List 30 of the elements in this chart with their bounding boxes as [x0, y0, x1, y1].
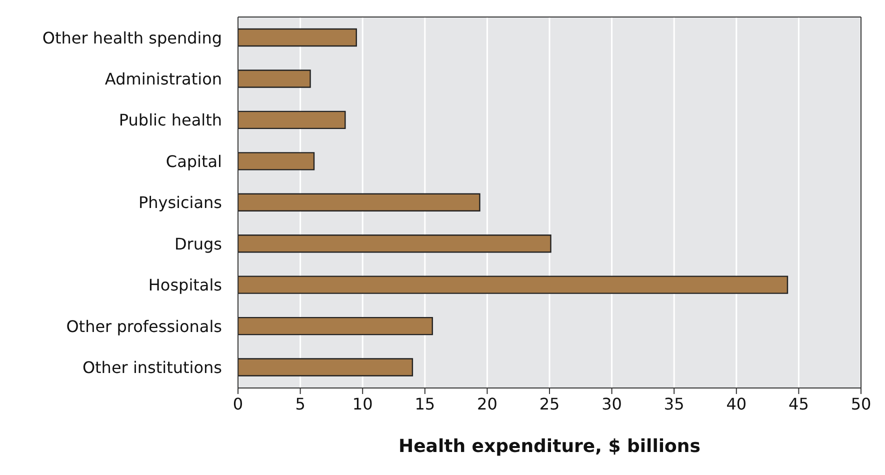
x-tick-label: 35 [664, 394, 684, 414]
y-tick-label: Hospitals [148, 276, 222, 295]
bar [238, 110, 346, 130]
y-tick-label: Capital [166, 152, 222, 171]
x-tick-label: 5 [295, 394, 306, 414]
x-tick-label: 25 [539, 394, 560, 414]
x-tick-label: 50 [850, 394, 872, 414]
x-tick-label: 45 [788, 394, 809, 414]
x-axis-title: Health expenditure, $ billions [398, 436, 700, 457]
bar [238, 70, 311, 88]
bar [238, 234, 552, 253]
x-tick-label: 40 [726, 394, 747, 414]
y-tick-label: Physicians [138, 193, 222, 212]
y-tick-label: Other health spending [42, 28, 222, 48]
y-tick-label: Drugs [174, 234, 222, 254]
y-tick-label: Other institutions [82, 358, 222, 378]
x-tick-label: 0 [232, 394, 244, 414]
bar [238, 316, 433, 336]
x-tick-label: 30 [602, 394, 622, 414]
x-tick-label: 15 [414, 394, 436, 414]
bar [238, 276, 788, 294]
bar [238, 358, 414, 376]
y-tick-label: Public health [118, 110, 222, 130]
y-tick-label: Administration [104, 70, 222, 89]
y-tick-label: Other professionals [66, 316, 222, 336]
bar [238, 193, 480, 212]
bar [238, 28, 357, 47]
x-tick-label: 10 [352, 394, 373, 414]
bar [238, 152, 315, 170]
x-tick-label: 20 [477, 394, 498, 414]
